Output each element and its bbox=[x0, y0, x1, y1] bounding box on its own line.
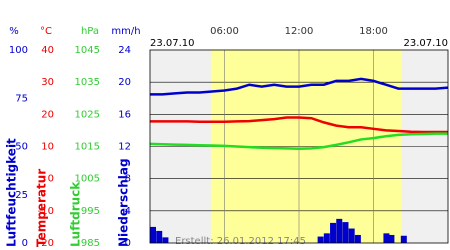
y-tick-label: 1025 bbox=[75, 109, 100, 120]
x-tick-label: 18:00 bbox=[359, 26, 388, 37]
axis-title: Luftfeuchtigkeit bbox=[5, 138, 19, 247]
y-tick-label: 0 bbox=[125, 238, 131, 249]
axis-unit: hPa bbox=[81, 26, 99, 37]
precip-bar bbox=[323, 233, 330, 243]
y-tick-label: 75 bbox=[15, 93, 28, 104]
y-tick-label: 20 bbox=[118, 77, 131, 88]
y-tick-label: 16 bbox=[118, 109, 131, 120]
precip-bar bbox=[156, 230, 163, 243]
axis-title: Niederschlag bbox=[117, 158, 131, 247]
axis-unit: °C bbox=[40, 26, 52, 37]
created: Erstellt: 26.01.2012 17:45 bbox=[175, 236, 306, 247]
precip-bar bbox=[162, 237, 169, 243]
precip-bar bbox=[317, 236, 324, 243]
precip-bar bbox=[354, 234, 361, 243]
precip-bar bbox=[388, 234, 395, 243]
x-tick-label: 12:00 bbox=[285, 26, 314, 37]
date-right: 23.07.10 bbox=[403, 38, 448, 49]
y-tick-label: 1035 bbox=[75, 77, 100, 88]
precip-bar bbox=[342, 222, 349, 243]
precip-bar bbox=[383, 233, 390, 243]
series-line bbox=[150, 116, 448, 134]
y-tick-label: 24 bbox=[118, 45, 131, 56]
plot-border bbox=[149, 49, 449, 244]
y-tick-label: 40 bbox=[41, 45, 54, 56]
y-tick-label: 100 bbox=[9, 45, 28, 56]
precip-bar bbox=[150, 226, 156, 243]
y-tick-label: 0 bbox=[48, 174, 54, 185]
precip-bar bbox=[330, 222, 337, 243]
y-tick-label: 12 bbox=[118, 142, 131, 153]
y-tick-label: 25 bbox=[15, 190, 28, 201]
y-tick-label: 4 bbox=[125, 206, 131, 217]
precip-bar bbox=[400, 235, 407, 243]
x-tick-label: 06:00 bbox=[210, 26, 239, 37]
axis-unit: mm/h bbox=[111, 26, 140, 37]
axis-unit: % bbox=[9, 26, 19, 37]
y-tick-label: 0 bbox=[22, 238, 28, 249]
y-tick-label: 30 bbox=[41, 77, 54, 88]
y-tick-label: 8 bbox=[125, 174, 131, 185]
series-line bbox=[149, 132, 448, 151]
y-tick-label: 10 bbox=[41, 142, 54, 153]
y-tick-label: 1005 bbox=[75, 174, 100, 185]
precip-bar bbox=[348, 228, 355, 243]
date-left: 23.07.10 bbox=[150, 38, 195, 49]
y-tick-label: 1015 bbox=[75, 142, 100, 153]
y-tick-label: -10 bbox=[38, 206, 54, 217]
y-tick-label: 20 bbox=[41, 109, 54, 120]
y-tick-label: 995 bbox=[81, 206, 100, 217]
axis-title: Temperatur bbox=[35, 169, 49, 247]
y-tick-label: 1045 bbox=[75, 45, 100, 56]
y-tick-label: 50 bbox=[15, 142, 28, 153]
axis-title: Luftdruck bbox=[69, 181, 83, 247]
y-tick-label: -20 bbox=[38, 238, 54, 249]
y-tick-label: 985 bbox=[81, 238, 100, 249]
series-line bbox=[150, 77, 449, 96]
precip-bar bbox=[336, 218, 343, 243]
